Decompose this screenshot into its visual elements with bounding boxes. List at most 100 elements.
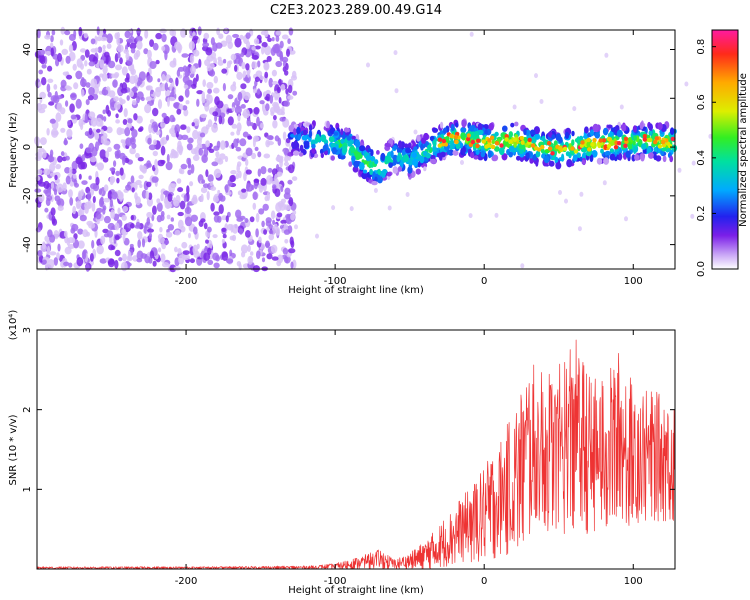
noise-cell bbox=[62, 71, 69, 76]
noise-cell bbox=[212, 195, 220, 203]
noise-cell bbox=[151, 176, 159, 183]
noise-cell bbox=[413, 129, 418, 135]
signal-cell bbox=[322, 144, 328, 153]
noise-cell bbox=[200, 193, 204, 203]
noise-cell bbox=[160, 214, 165, 221]
noise-cell bbox=[159, 28, 167, 34]
noise-cell bbox=[184, 216, 193, 227]
noise-cell bbox=[174, 41, 182, 50]
noise-cell bbox=[72, 174, 77, 179]
signal-cell bbox=[412, 158, 419, 167]
noise-cell bbox=[103, 197, 111, 203]
signal-cell bbox=[449, 143, 453, 150]
noise-cell bbox=[109, 176, 116, 184]
noise-cell bbox=[272, 219, 276, 225]
noise-cell bbox=[239, 34, 244, 40]
noise-cell bbox=[81, 180, 88, 186]
noise-cell bbox=[104, 51, 110, 58]
noise-cell bbox=[331, 205, 336, 211]
signal-cell bbox=[460, 132, 466, 140]
noise-cell bbox=[264, 71, 269, 79]
noise-cell bbox=[89, 253, 94, 262]
signal-peak-cell bbox=[534, 146, 539, 151]
signal-cell bbox=[461, 119, 467, 128]
noise-cell bbox=[81, 250, 87, 260]
noise-cell bbox=[57, 52, 63, 62]
noise-cell bbox=[690, 213, 695, 219]
signal-cell bbox=[432, 127, 439, 133]
signal-cell bbox=[610, 127, 615, 132]
noise-cell bbox=[624, 216, 628, 222]
snr-frame bbox=[36, 329, 676, 570]
signal-cell bbox=[432, 139, 437, 148]
noise-cell bbox=[86, 68, 92, 75]
noise-cell bbox=[96, 128, 101, 133]
noise-cell bbox=[207, 259, 214, 265]
noise-cell bbox=[265, 103, 270, 111]
noise-cell bbox=[366, 62, 370, 68]
noise-cell bbox=[161, 112, 167, 118]
noise-cell bbox=[604, 52, 609, 58]
signal-cell bbox=[320, 134, 327, 143]
y-tick-label: 0 bbox=[22, 144, 33, 150]
noise-cell bbox=[161, 33, 167, 43]
noise-cell bbox=[44, 34, 51, 40]
signal-cell bbox=[413, 146, 418, 151]
noise-cell bbox=[255, 228, 259, 238]
signal-peak-cell bbox=[623, 136, 629, 141]
noise-cell bbox=[221, 239, 225, 244]
noise-cell bbox=[234, 105, 242, 115]
noise-cell bbox=[274, 173, 278, 183]
noise-cell bbox=[262, 102, 265, 113]
noise-cell bbox=[166, 153, 170, 163]
noise-cell bbox=[141, 238, 146, 248]
noise-cell bbox=[74, 182, 79, 188]
noise-cell bbox=[198, 147, 204, 156]
noise-cell bbox=[276, 108, 284, 116]
noise-cell bbox=[88, 127, 93, 136]
signal-cell bbox=[494, 146, 500, 152]
noise-cell bbox=[149, 250, 155, 259]
noise-cell bbox=[236, 122, 242, 132]
noise-cell bbox=[88, 175, 92, 180]
noise-cell bbox=[148, 144, 156, 151]
signal-cell bbox=[377, 168, 381, 176]
signal-cell bbox=[604, 150, 611, 157]
noise-cell bbox=[272, 119, 278, 129]
signal-peak-cell bbox=[499, 143, 504, 148]
noise-cell bbox=[235, 146, 242, 152]
signal-cell bbox=[397, 166, 402, 172]
noise-cell bbox=[619, 104, 624, 110]
signal-cell bbox=[346, 135, 352, 141]
noise-cell bbox=[240, 52, 245, 58]
noise-cell bbox=[239, 194, 247, 200]
noise-cell bbox=[221, 251, 229, 261]
noise-cell bbox=[284, 239, 289, 244]
signal-peak-cell bbox=[616, 141, 622, 146]
signal-peak-cell bbox=[441, 138, 447, 144]
noise-cell bbox=[96, 245, 104, 255]
noise-cell bbox=[230, 53, 237, 61]
signal-cell bbox=[385, 156, 392, 164]
noise-cell bbox=[265, 93, 271, 102]
noise-cell bbox=[270, 210, 276, 220]
noise-cell bbox=[37, 250, 43, 257]
noise-cell bbox=[189, 258, 195, 264]
noise-cell bbox=[203, 32, 210, 40]
noise-cell bbox=[166, 214, 171, 220]
noise-cell bbox=[222, 234, 227, 239]
signal-cell bbox=[320, 152, 324, 159]
noise-cell bbox=[206, 190, 210, 201]
noise-cell bbox=[117, 52, 121, 59]
signal-peak-cell bbox=[606, 143, 612, 149]
noise-cell bbox=[246, 40, 251, 50]
noise-cell bbox=[169, 127, 175, 135]
noise-cell bbox=[47, 155, 55, 163]
noise-cell bbox=[139, 126, 144, 132]
noise-cell bbox=[255, 250, 261, 259]
noise-cell bbox=[224, 103, 229, 109]
noise-cell bbox=[170, 148, 176, 156]
signal-cell bbox=[353, 160, 360, 168]
noise-cell bbox=[130, 223, 135, 229]
